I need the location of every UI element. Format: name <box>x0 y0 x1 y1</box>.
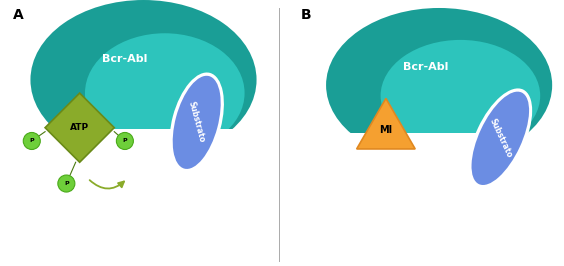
Circle shape <box>23 132 40 149</box>
Ellipse shape <box>326 8 552 162</box>
Ellipse shape <box>173 76 221 169</box>
Text: ATP: ATP <box>70 123 89 132</box>
Circle shape <box>58 175 75 192</box>
Text: A: A <box>13 8 24 22</box>
Ellipse shape <box>381 40 540 152</box>
Polygon shape <box>0 129 369 266</box>
Text: Substrato: Substrato <box>187 101 206 144</box>
Text: Bcr-Abl: Bcr-Abl <box>403 61 448 72</box>
Ellipse shape <box>472 92 529 185</box>
Circle shape <box>116 132 134 149</box>
Ellipse shape <box>469 88 532 188</box>
Text: P: P <box>64 181 69 186</box>
Polygon shape <box>45 93 114 162</box>
Text: MI: MI <box>380 125 393 135</box>
Polygon shape <box>213 133 564 266</box>
Polygon shape <box>356 98 415 149</box>
Text: B: B <box>301 8 311 22</box>
Text: Substrato: Substrato <box>487 117 513 160</box>
Ellipse shape <box>85 33 245 153</box>
FancyArrowPatch shape <box>90 180 124 189</box>
Text: P: P <box>29 139 34 143</box>
Ellipse shape <box>170 73 224 172</box>
Polygon shape <box>213 133 564 266</box>
Polygon shape <box>0 129 369 266</box>
Ellipse shape <box>30 0 257 160</box>
Text: Bcr-Abl: Bcr-Abl <box>102 53 148 64</box>
Text: P: P <box>122 139 127 143</box>
